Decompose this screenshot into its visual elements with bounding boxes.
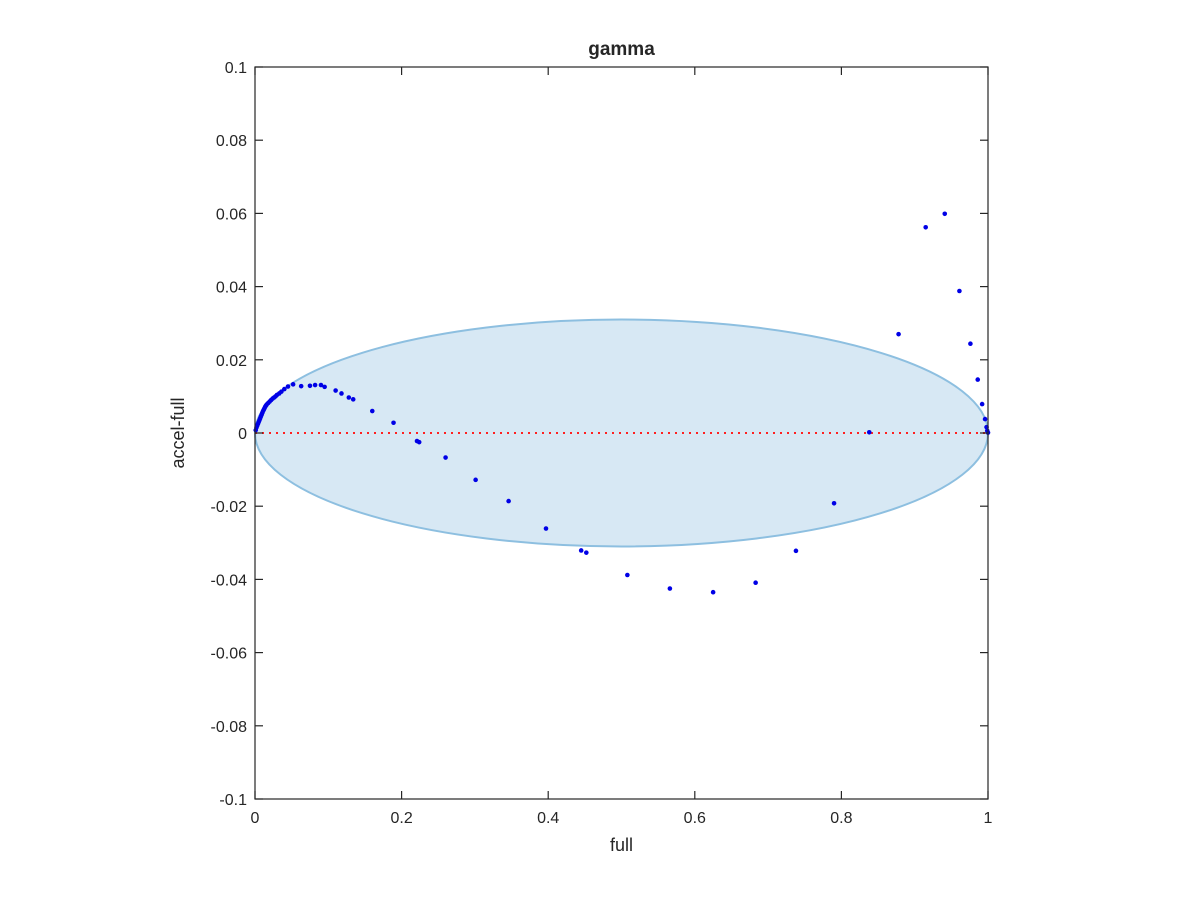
y-tick-label: -0.02 [211, 499, 248, 516]
data-point [968, 341, 973, 346]
y-tick-label: 0.02 [216, 353, 247, 370]
data-point [982, 416, 988, 422]
data-point [298, 383, 304, 389]
data-point [285, 384, 291, 389]
data-point [369, 408, 375, 414]
data-point [346, 395, 352, 400]
data-point [584, 550, 589, 555]
x-tick-label: 0.8 [830, 810, 852, 827]
data-point [866, 429, 872, 435]
y-tick-label: -0.08 [211, 719, 248, 736]
data-point [322, 384, 327, 390]
y-axis-title: accel-full [168, 397, 188, 468]
data-point [975, 377, 981, 382]
data-point [473, 477, 478, 483]
data-point [923, 225, 928, 230]
points-layer [253, 211, 991, 595]
data-point [667, 586, 673, 591]
data-point [831, 500, 837, 506]
x-tick-label: 0 [251, 810, 260, 827]
y-tick-label: -0.04 [211, 572, 248, 589]
ticks-layer: 0 0.2 0.4 0.6 0.8 1 -0.1 -0.08 -0.06 -0.04 -0.02 0 0… [211, 60, 993, 827]
data-point [543, 526, 549, 531]
y-tick-label: 0.08 [216, 133, 247, 150]
data-point [290, 382, 296, 387]
data-point [578, 548, 584, 553]
data-point [416, 439, 422, 445]
chart-title: gamma [588, 39, 655, 60]
data-point [896, 331, 901, 337]
x-tick-label: 0.2 [390, 810, 412, 827]
x-tick-label: 0.6 [684, 810, 706, 827]
x-tick-label: 1 [984, 810, 993, 827]
y-tick-label: 0.06 [216, 206, 247, 223]
y-tick-label: 0 [238, 426, 247, 443]
data-point [625, 572, 630, 578]
data-point [957, 288, 962, 294]
data-point [506, 498, 511, 504]
data-point [979, 401, 985, 407]
x-axis-title: full [610, 835, 633, 855]
data-point [391, 420, 396, 426]
x-tick-label: 0.4 [537, 810, 559, 827]
data-point [312, 382, 318, 388]
data-point [710, 589, 716, 595]
y-tick-label: -0.06 [211, 646, 248, 663]
data-point [443, 455, 448, 460]
data-point [333, 388, 338, 393]
data-point [318, 382, 324, 388]
y-tick-label: 0.04 [216, 280, 247, 297]
data-point [282, 386, 287, 392]
data-point [942, 211, 948, 217]
data-point [350, 397, 356, 402]
y-tick-label: -0.1 [219, 792, 247, 809]
data-point [339, 391, 344, 396]
data-point [307, 383, 313, 389]
y-tick-label: 0.1 [225, 60, 247, 77]
data-point [793, 548, 799, 554]
data-point [753, 580, 758, 585]
